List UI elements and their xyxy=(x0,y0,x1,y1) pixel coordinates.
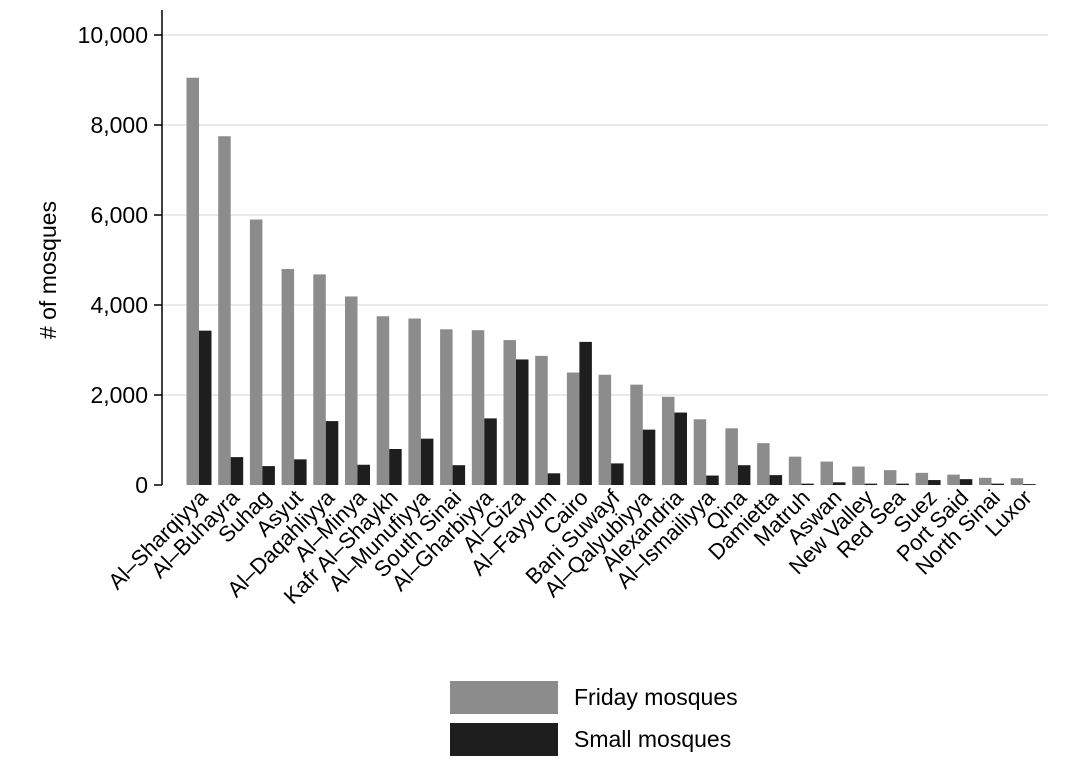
bar-small xyxy=(389,449,402,485)
bar-small xyxy=(642,429,656,485)
bar-friday xyxy=(947,474,960,485)
y-tick-label: 10,000 xyxy=(78,22,148,48)
legend-label-small: Small mosques xyxy=(574,725,732,752)
legend: Friday mosques Small mosques xyxy=(450,676,738,760)
y-tick-label: 6,000 xyxy=(90,202,148,228)
bar-small xyxy=(357,464,370,485)
bar-friday xyxy=(725,428,738,485)
bar-friday xyxy=(915,472,929,485)
bar-small xyxy=(833,482,846,485)
y-tick-label: 4,000 xyxy=(90,292,148,318)
bar-friday xyxy=(1010,478,1024,485)
bar-small xyxy=(1023,484,1036,485)
legend-swatch-small xyxy=(450,722,558,756)
bar-friday xyxy=(345,296,358,485)
bar-small xyxy=(516,359,529,485)
bar-small xyxy=(484,418,497,485)
bar-friday xyxy=(757,443,770,485)
y-tick-labels: 0 2,000 4,000 6,000 8,000 10,000 xyxy=(78,22,162,498)
bar-small xyxy=(294,459,307,485)
bar-small xyxy=(579,341,592,485)
bar-small xyxy=(928,480,941,485)
bar-friday xyxy=(249,219,263,485)
bar-small xyxy=(737,465,751,485)
bar-friday xyxy=(503,340,516,485)
bar-small xyxy=(801,483,814,485)
bar-friday xyxy=(820,461,833,485)
bar-friday xyxy=(630,384,643,485)
bar-friday xyxy=(218,136,231,485)
bars xyxy=(186,77,1036,485)
bar-small xyxy=(420,438,434,485)
bar-small xyxy=(452,465,466,485)
bar-small xyxy=(864,483,878,485)
bar-small xyxy=(674,412,687,485)
legend-item-small: Small mosques xyxy=(450,718,738,760)
bar-friday xyxy=(408,318,421,485)
gridlines xyxy=(162,34,1048,396)
bar-small xyxy=(547,473,561,485)
bar-friday xyxy=(471,330,485,485)
bar-friday xyxy=(598,374,612,485)
bar-friday xyxy=(376,316,390,485)
bar-friday xyxy=(662,396,675,485)
bar-small xyxy=(706,475,719,485)
bar-small xyxy=(896,483,909,485)
bar-friday xyxy=(281,269,295,485)
bar-friday xyxy=(186,77,199,485)
bar-small xyxy=(769,475,783,485)
legend-label-friday: Friday mosques xyxy=(574,683,738,710)
bar-friday xyxy=(979,477,992,485)
bar-small xyxy=(325,421,339,485)
x-tick-labels: Al–SharqiyyaAl–BuhayraSuhagAsyutAl–Daqah… xyxy=(103,484,1037,609)
bar-small xyxy=(991,483,1004,485)
y-tick-label: 2,000 xyxy=(90,382,148,408)
bar-friday xyxy=(440,329,453,485)
bar-friday xyxy=(693,419,707,485)
y-axis-title: # of mosques xyxy=(35,201,61,339)
bar-small xyxy=(230,457,244,485)
bar-friday xyxy=(313,274,326,485)
bar-friday xyxy=(535,355,548,485)
bar-friday xyxy=(883,470,897,485)
bar-small xyxy=(959,479,973,485)
legend-swatch-friday xyxy=(450,680,558,714)
bar-small xyxy=(262,466,275,485)
legend-item-friday: Friday mosques xyxy=(450,676,738,718)
y-tick-label: 0 xyxy=(135,472,148,498)
bar-friday xyxy=(566,372,580,485)
bar-friday xyxy=(852,466,865,485)
bar-small xyxy=(199,330,212,485)
y-tick-label: 8,000 xyxy=(90,112,148,138)
bar-small xyxy=(611,463,624,485)
bar-friday xyxy=(788,456,802,485)
